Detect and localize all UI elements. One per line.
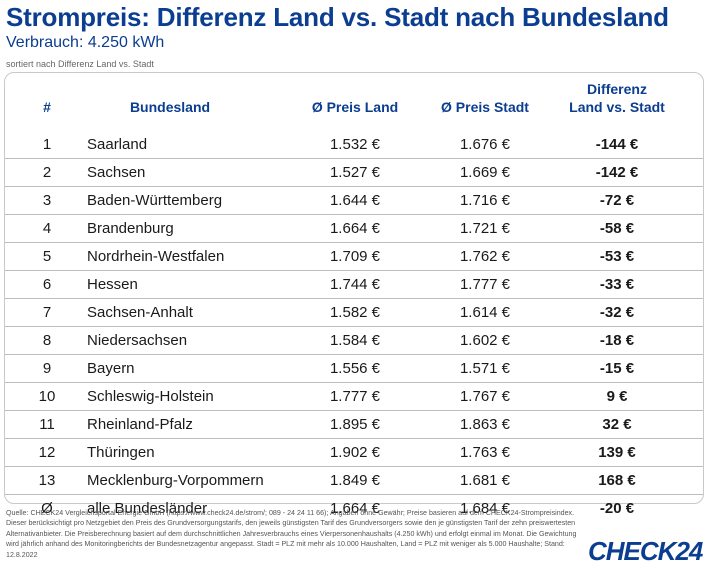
check24-logo: CHECK24 — [588, 536, 703, 566]
cell-rank: 8 — [42, 332, 52, 349]
cell-rank: 6 — [42, 276, 52, 293]
cell-bundesland: Rheinland-Pfalz — [87, 416, 193, 433]
cell-preis-stadt: 1.681 € — [459, 472, 511, 489]
table-row: 9 Bayern 1.556 € 1.571 € -15 € — [5, 354, 703, 382]
cell-rank: 12 — [38, 444, 56, 461]
table-row: 13 Mecklenburg-Vorpommern 1.849 € 1.681 € 16… — [5, 466, 703, 494]
cell-differenz: 32 € — [602, 416, 632, 433]
cell-preis-land: 1.532 € — [329, 136, 381, 153]
cell-bundesland: Baden-Württemberg — [87, 192, 223, 209]
cell-rank: 2 — [42, 164, 52, 181]
table-row: 10 Schleswig-Holstein 1.777 € 1.767 € 9 € — [5, 382, 703, 410]
table-row: 6 Hessen 1.744 € 1.777 € -33 € — [5, 270, 703, 298]
cell-differenz: -53 € — [599, 248, 635, 265]
table-row: 7 Sachsen-Anhalt 1.582 € 1.614 € -32 € — [5, 298, 703, 326]
cell-preis-stadt: 1.721 € — [459, 220, 511, 237]
column-header-bundesland: Bundesland — [129, 99, 211, 115]
cell-bundesland: alle Bundesländer — [87, 500, 208, 517]
source-note: Quelle: CHECK24 Vergleichsportal Energie… — [6, 509, 577, 559]
cell-differenz: 139 € — [598, 444, 636, 461]
cell-differenz: -33 € — [599, 276, 635, 293]
page-title: Strompreis: Differenz Land vs. Stadt nac… — [6, 2, 669, 32]
table-row: 4 Brandenburg 1.664 € 1.721 € -58 € — [5, 214, 703, 242]
cell-preis-stadt: 1.716 € — [459, 192, 511, 209]
cell-preis-land: 1.849 € — [329, 472, 381, 489]
cell-preis-stadt: 1.777 € — [459, 276, 511, 293]
cell-differenz: -15 € — [599, 360, 635, 377]
cell-rank: 4 — [42, 220, 52, 237]
cell-preis-stadt: 1.602 € — [459, 332, 511, 349]
cell-bundesland: Sachsen-Anhalt — [87, 304, 193, 321]
cell-preis-stadt: 1.767 € — [459, 388, 511, 405]
cell-differenz: -32 € — [599, 304, 635, 321]
cell-preis-stadt: 1.669 € — [459, 164, 511, 181]
cell-preis-land: 1.556 € — [329, 360, 381, 377]
cell-preis-stadt: 1.863 € — [459, 416, 511, 433]
cell-rank: Ø — [41, 500, 53, 517]
table-header: # Bundesland Ø Preis Land Ø Preis Stadt … — [5, 73, 703, 131]
cell-preis-stadt: 1.763 € — [459, 444, 511, 461]
cell-preis-land: 1.744 € — [329, 276, 381, 293]
cell-bundesland: Nordrhein-Westfalen — [87, 248, 225, 265]
cell-preis-stadt: 1.676 € — [459, 136, 511, 153]
cell-rank: 13 — [38, 472, 56, 489]
cell-preis-land: 1.709 € — [329, 248, 381, 265]
cell-preis-stadt: 1.762 € — [459, 248, 511, 265]
cell-rank: 11 — [39, 416, 55, 433]
table-row: 11 Rheinland-Pfalz 1.895 € 1.863 € 32 € — [5, 410, 703, 438]
cell-differenz: -18 € — [599, 332, 635, 349]
table-row: 2 Sachsen 1.527 € 1.669 € -142 € — [5, 158, 703, 186]
cell-bundesland: Thüringen — [87, 444, 155, 461]
cell-preis-land: 1.777 € — [329, 388, 381, 405]
cell-preis-stadt: 1.571 € — [459, 360, 511, 377]
cell-preis-land: 1.527 € — [329, 164, 381, 181]
table-row: 5 Nordrhein-Westfalen 1.709 € 1.762 € -53 € — [5, 242, 703, 270]
price-table: # Bundesland Ø Preis Land Ø Preis Stadt … — [4, 72, 704, 517]
column-header-preis-stadt: Ø Preis Stadt — [441, 99, 529, 115]
cell-preis-land: 1.644 € — [329, 192, 381, 209]
cell-rank: 1 — [42, 136, 52, 153]
table-body: 1 Saarland 1.532 € 1.676 € -144 € 2 Sachsen 1.5… — [5, 131, 703, 522]
cell-differenz: 168 € — [598, 472, 636, 489]
cell-rank: 9 — [42, 360, 52, 377]
table-row: 12 Thüringen 1.902 € 1.763 € 139 € — [5, 438, 703, 466]
cell-preis-land: 1.664 € — [329, 500, 381, 517]
table-row: 1 Saarland 1.532 € 1.676 € -144 € — [5, 131, 703, 158]
cell-preis-stadt: 1.684 € — [459, 500, 511, 517]
cell-preis-land: 1.664 € — [329, 220, 381, 237]
table-row: 8 Niedersachsen 1.584 € 1.602 € -18 € — [5, 326, 703, 354]
cell-differenz: -58 € — [599, 220, 635, 237]
cell-rank: 3 — [42, 192, 52, 209]
page-subtitle: Verbrauch: 4.250 kWh — [6, 34, 165, 51]
cell-preis-stadt: 1.614 € — [459, 304, 511, 321]
table-row: 3 Baden-Württemberg 1.644 € 1.716 € -72 € — [5, 186, 703, 214]
cell-bundesland: Niedersachsen — [87, 332, 188, 349]
column-header-preis-land: Ø Preis Land — [311, 99, 399, 115]
cell-bundesland: Schleswig-Holstein — [87, 388, 214, 405]
cell-differenz: -72 € — [599, 192, 635, 209]
cell-differenz: 9 € — [606, 388, 628, 405]
cell-preis-land: 1.584 € — [329, 332, 381, 349]
cell-preis-land: 1.582 € — [329, 304, 381, 321]
sort-note: sortiert nach Differenz Land vs. Stadt — [6, 59, 154, 69]
column-header-differenz: Differenz Land vs. Stadt — [569, 81, 665, 115]
column-header-rank: # — [43, 99, 51, 115]
cell-bundesland: Sachsen — [87, 164, 146, 181]
cell-bundesland: Saarland — [87, 136, 148, 153]
cell-bundesland: Bayern — [87, 360, 135, 377]
cell-bundesland: Brandenburg — [87, 220, 174, 237]
cell-bundesland: Hessen — [87, 276, 138, 293]
cell-differenz: -144 € — [595, 136, 639, 153]
cell-bundesland: Mecklenburg-Vorpommern — [87, 472, 264, 489]
cell-preis-land: 1.902 € — [329, 444, 381, 461]
cell-differenz: -142 € — [595, 164, 639, 181]
cell-preis-land: 1.895 € — [329, 416, 381, 433]
cell-rank: 10 — [38, 388, 56, 405]
cell-differenz: -20 € — [599, 500, 635, 517]
cell-rank: 5 — [42, 248, 52, 265]
cell-rank: 7 — [42, 304, 52, 321]
